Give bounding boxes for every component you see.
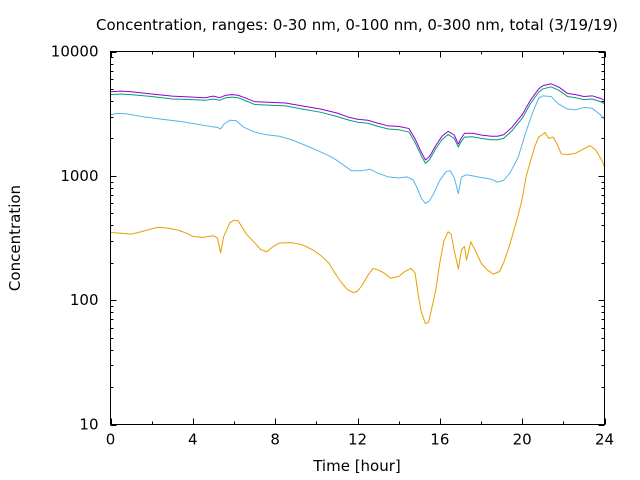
plot-frame bbox=[110, 51, 605, 425]
y-axis-label: Concentration bbox=[6, 185, 24, 291]
series-line-1 bbox=[110, 132, 605, 324]
x-tick-label: 4 bbox=[188, 431, 198, 449]
y-tick-label: 10000 bbox=[51, 43, 99, 61]
series-line-2 bbox=[110, 95, 605, 204]
y-tick-label: 100 bbox=[70, 291, 99, 309]
x-axis-label: Time [hour] bbox=[312, 457, 401, 475]
x-tick-label: 0 bbox=[106, 431, 116, 449]
x-tick-label: 24 bbox=[595, 431, 614, 449]
x-tick-label: 16 bbox=[430, 431, 449, 449]
x-tick-label: 12 bbox=[348, 431, 367, 449]
axis-tick-labels: 0 4 8 12 16 20 24 10 100 1000 10000 bbox=[51, 43, 614, 449]
series-layer bbox=[110, 83, 605, 324]
chart-title: Concentration, ranges: 0-30 nm, 0-100 nm… bbox=[96, 16, 618, 34]
x-tick-label: 8 bbox=[270, 431, 280, 449]
series-line-3 bbox=[110, 86, 605, 164]
y-tick-label: 1000 bbox=[60, 167, 98, 185]
x-tick-label: 20 bbox=[513, 431, 532, 449]
y-tick-label: 10 bbox=[79, 416, 98, 434]
axis-ticks bbox=[110, 51, 606, 426]
series-line-4 bbox=[110, 83, 605, 161]
